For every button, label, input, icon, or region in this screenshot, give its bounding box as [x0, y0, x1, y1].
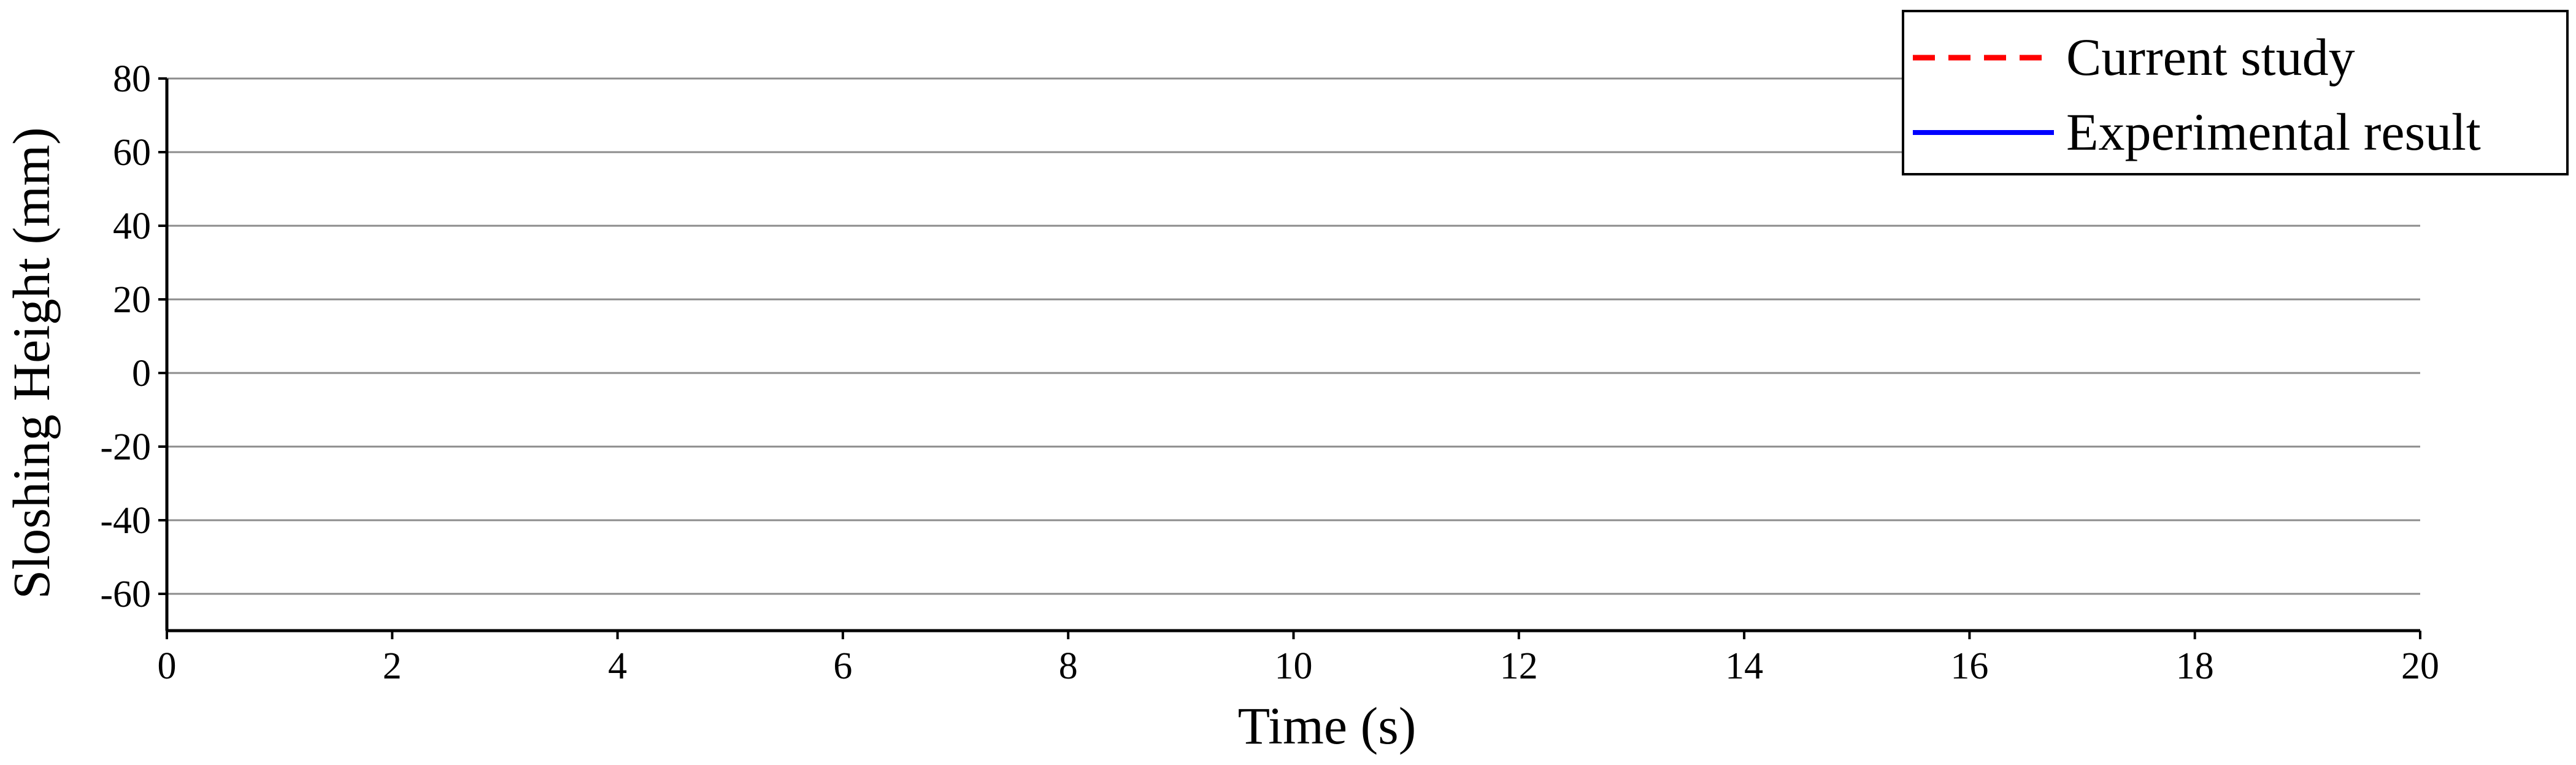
y-axis-title: Sloshing Height (mm)	[2, 127, 61, 599]
x-tick-label: 6	[833, 645, 852, 687]
y-tick-label: -20	[100, 426, 151, 468]
legend-label-experimental-result: Experimental result	[2066, 102, 2481, 161]
y-tick-label: 80	[113, 58, 151, 100]
x-tick-label: 10	[1275, 645, 1313, 687]
x-tick-label: 2	[383, 645, 402, 687]
x-axis-title: Time (s)	[1238, 696, 1417, 755]
x-tick-label: 0	[158, 645, 177, 687]
y-tick-label: 0	[132, 353, 151, 394]
x-tick-label: 8	[1059, 645, 1078, 687]
x-tick-label: 20	[2401, 645, 2439, 687]
axes	[158, 77, 2421, 639]
tick-labels: -60 -40 -20 0 20 40 60 80 0 2 4 6 8 10 12 14 16 18 20	[100, 58, 2439, 687]
legend: Current study Experimental result	[1902, 10, 2569, 175]
x-tick-label: 18	[2176, 645, 2214, 687]
y-tick-label: 60	[113, 132, 151, 174]
y-tick-label: -60	[100, 574, 151, 615]
legend-box	[1902, 10, 2569, 175]
x-tick-label: 4	[608, 645, 627, 687]
y-tick-label: 40	[113, 206, 151, 247]
x-tick-label: 16	[1950, 645, 1988, 687]
y-tick-label: 20	[113, 279, 151, 321]
x-tick-label: 14	[1725, 645, 1763, 687]
gridlines	[167, 77, 2420, 595]
x-tick-label: 12	[1500, 645, 1538, 687]
y-tick-label: -40	[100, 500, 151, 542]
legend-label-current-study: Current study	[2066, 28, 2355, 86]
